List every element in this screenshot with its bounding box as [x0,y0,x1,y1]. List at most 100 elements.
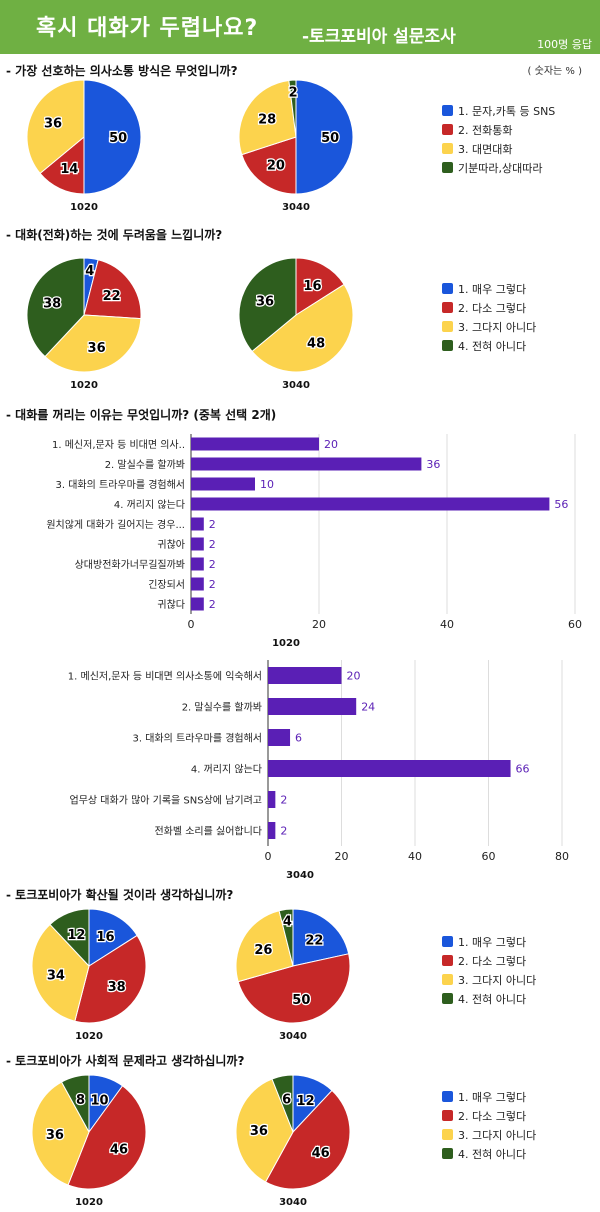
bar-1020-3 [191,477,255,491]
pie-value-3040-4: 4 [283,915,292,930]
bar-category-3040-5: 업무상 대화가 많아 기록을 SNS상에 남기려고 [70,794,262,807]
pie-value-1020-1: 16 [96,930,114,945]
bar-category-3040-2: 2. 말실수를 할까봐 [182,702,262,714]
bar-value-3040-4: 66 [516,763,530,776]
x-tick-40: 40 [440,618,454,631]
pie-slice-1020-3 [44,314,142,373]
x-tick-60: 60 [568,618,582,631]
pie-group-label-1020: 1020 [70,380,98,391]
pie-slice-1020-4 [49,908,90,968]
bar-1020-6 [191,537,204,551]
bar-value-1020-7: 2 [209,558,216,571]
legend-swatch-4 [442,1148,453,1159]
unit-note: ( 숫자는 % ) [527,66,582,77]
pie-slice-1020-1 [88,908,138,967]
chart-preferred-communication: 50 14 36 1020 50 20 28 2 3040 1. 문자,카톡 등 SNS 2. 전화… [26,79,555,213]
pie-slice-1020-3 [31,1081,90,1186]
pie-value-1020-1: 50 [109,131,127,146]
chart-fear-of-conversation: 4 22 36 38 1020 16 48 36 3040 1. 매우 그렇다 2. 다소 그렇다 3… [26,257,536,391]
pie-slice-1020-1 [83,79,142,195]
chart-reasons-3040: 0 20 40 60 80 20 1. 메신저,문자 등 비대면 의사소통에 익숙해서 24 2… [68,660,569,881]
bar-category-1020-2: 2. 말실수를 할까봐 [105,459,185,471]
pie-value-3040-3: 48 [307,337,325,352]
legend-item-3: 3. 대면대화 [458,143,512,156]
bar-value-1020-2: 36 [426,458,440,471]
pie-slice-1020-4 [26,257,85,358]
pie-slice-3040-3 [235,1078,294,1183]
bar-3040-2 [268,698,357,715]
bar-group-label-1020: 1020 [272,638,300,649]
legend-item-2: 2. 전화통화 [458,124,512,137]
legend-swatch-3 [442,143,453,154]
legend-swatch-2 [442,124,453,135]
bar-category-1020-9: 귀찮다 [157,599,185,611]
legend-swatch-2 [442,1110,453,1121]
pie-value-3040-3: 36 [250,1124,268,1139]
x-tick-0: 0 [265,850,272,863]
legend-item-2: 2. 다소 그렇다 [458,955,526,968]
question-1-title: - 가장 선호하는 의사소통 방식은 무엇입니까? [6,64,238,78]
bar-1020-4 [191,497,550,511]
pie-value-1020-2: 46 [110,1142,128,1157]
bar-value-1020-3: 10 [260,478,274,491]
pie-slice-1020-4 [60,1074,90,1133]
pie-slice-1020-2 [67,1085,147,1190]
pie-value-1020-1: 10 [91,1093,109,1108]
bar-category-1020-6: 귀찮아 [157,539,185,551]
bar-value-3040-1: 20 [347,670,361,683]
bar-value-3040-6: 2 [280,825,287,838]
pie-group-label-3040: 3040 [282,202,310,213]
pie-value-3040-2: 46 [312,1146,330,1161]
bar-value-3040-2: 24 [361,701,375,714]
pie-value-3040-4: 2 [289,85,298,100]
pie-slice-1020-2 [74,934,147,1024]
pie-value-1020-2: 22 [103,289,121,304]
legend-swatch-1 [442,105,453,116]
pie-value-3040-3: 26 [254,943,272,958]
pie-slice-3040-4 [271,1074,294,1133]
bar-category-1020-8: 긴장되서 [148,579,185,591]
bar-category-3040-6: 전화벨 소리를 싫어합니다 [154,826,262,838]
pie-value-3040-2: 50 [292,993,310,1008]
bar-3040-3 [268,729,291,746]
bar-value-3040-3: 6 [295,732,302,745]
pie-slice-3040-2 [295,257,345,316]
bar-3040-4 [268,760,511,777]
question-3-title: - 대화를 꺼리는 이유는 무엇입니까? (중복 선택 2개) [6,408,277,422]
legend-item-3: 3. 그다지 아니다 [458,974,536,987]
chart-talkphobia-social-problem: 10 46 36 8 1020 12 46 36 6 3040 1. 매우 그렇다 2. 다소 그렇다… [31,1074,536,1208]
bar-category-1020-7: 상대방전화가너무길질까봐 [75,558,185,571]
pie-value-3040-2: 20 [267,159,285,174]
pie-group-label-1020: 1020 [75,1197,103,1208]
pie-slice-1020-3 [31,923,90,1022]
pie-value-3040-3: 28 [258,113,276,128]
x-tick-80: 80 [555,850,569,863]
pie-slice-3040-3 [238,79,297,156]
pie-group-label-3040: 3040 [282,380,310,391]
pie-value-3040-4: 36 [256,294,274,309]
bar-category-1020-3: 3. 대화의 트라우마를 경험해서 [56,478,185,491]
x-tick-20: 20 [312,618,326,631]
x-tick-0: 0 [188,618,195,631]
bar-value-1020-1: 20 [324,438,338,451]
bar-category-3040-3: 3. 대화의 트라우마를 경험해서 [133,732,262,745]
pie-slice-3040-4 [278,908,294,967]
response-count: 100명 응답 [537,38,592,51]
pie-value-1020-1: 4 [85,264,94,279]
pie-group-label-1020: 1020 [70,202,98,213]
pie-slice-3040-4 [288,79,297,138]
legend-item-3: 3. 그다지 아니다 [458,1129,536,1142]
legend-item-1: 1. 매우 그렇다 [458,936,526,949]
bar-3040-1 [268,667,342,684]
legend-swatch-4 [442,993,453,1004]
pie-value-1020-4: 12 [67,928,85,943]
x-tick-60: 60 [482,850,496,863]
bar-category-1020-5: 원치않게 대화가 길어지는 경우... [46,518,185,531]
bar-value-3040-5: 2 [280,794,287,807]
question-4-title: - 토크포비아가 확산될 것이라 생각하십니까? [6,888,234,902]
legend-swatch-2 [442,955,453,966]
bar-3040-6 [268,822,276,839]
bar-value-1020-9: 2 [209,598,216,611]
pie-slice-3040-2 [241,136,297,195]
pie-value-1020-3: 34 [47,969,65,984]
